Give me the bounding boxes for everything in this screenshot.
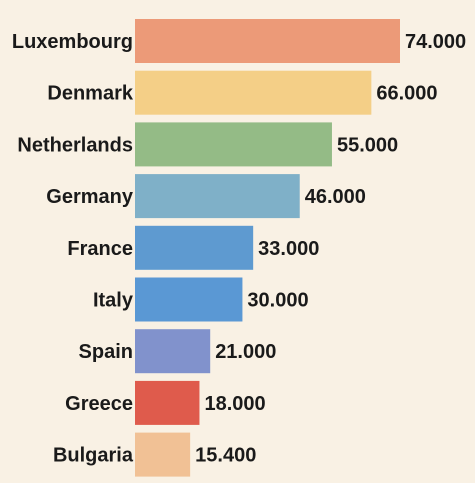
- category-label-spain: Spain: [79, 341, 133, 363]
- category-label-netherlands: Netherlands: [17, 134, 133, 156]
- bar-spain: [135, 329, 211, 374]
- category-label-bulgaria: Bulgaria: [53, 445, 134, 467]
- value-label-italy: 30.000: [247, 290, 308, 312]
- value-label-luxembourg: 74.000: [405, 31, 466, 53]
- value-label-spain: 21.000: [215, 341, 276, 363]
- category-label-italy: Italy: [93, 290, 134, 312]
- bar-italy: [135, 277, 243, 322]
- category-label-greece: Greece: [65, 393, 133, 415]
- bar-greece: [135, 380, 200, 425]
- bar-bulgaria: [135, 432, 191, 477]
- category-label-denmark: Denmark: [47, 83, 133, 105]
- category-label-luxembourg: Luxembourg: [12, 31, 133, 53]
- bar-netherlands: [135, 122, 332, 167]
- category-label-germany: Germany: [46, 186, 134, 208]
- value-label-bulgaria: 15.400: [195, 445, 256, 467]
- category-label-france: France: [67, 238, 133, 260]
- bar-luxembourg: [135, 19, 400, 63]
- bar-germany: [135, 174, 300, 219]
- bar-france: [135, 225, 254, 270]
- value-label-netherlands: 55.000: [337, 134, 398, 156]
- bar-denmark: [135, 70, 372, 115]
- value-label-denmark: 66.000: [376, 83, 437, 105]
- value-label-greece: 18.000: [204, 393, 265, 415]
- value-label-germany: 46.000: [305, 186, 366, 208]
- value-label-france: 33.000: [258, 238, 319, 260]
